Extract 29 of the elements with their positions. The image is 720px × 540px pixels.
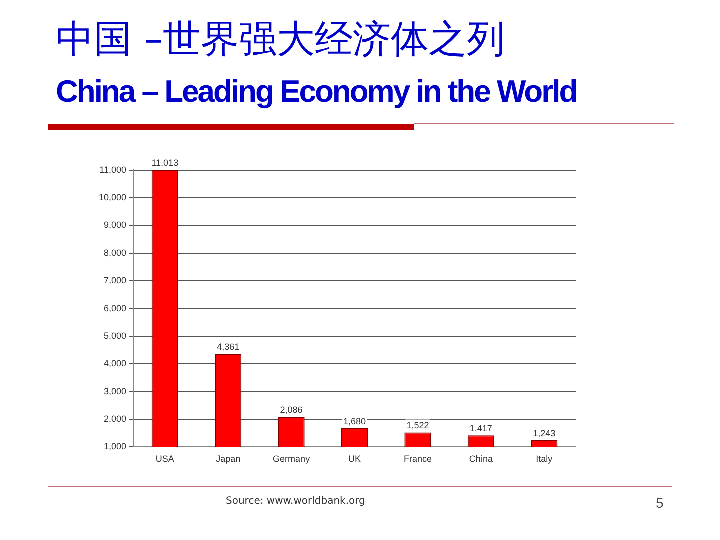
data-label: 1,417 xyxy=(470,424,492,434)
data-label: 11,013 xyxy=(152,158,179,168)
y-tick-label: 2,000 xyxy=(104,414,127,424)
y-tick-label: 3,000 xyxy=(104,386,127,396)
y-tick-label: 1,000 xyxy=(104,442,127,452)
y-tick-label: 9,000 xyxy=(104,220,127,230)
data-label: 2,086 xyxy=(280,405,303,416)
x-tick-label: UK xyxy=(348,454,362,464)
source-note: Source: www.worldbank.org xyxy=(226,496,366,507)
y-tick-label: 11,000 xyxy=(100,164,127,175)
y-tick-label: 10,000 xyxy=(98,192,127,203)
x-tick-label: France xyxy=(404,454,432,464)
y-tick-label: 6,000 xyxy=(104,303,127,314)
y-tick-label: 7,000 xyxy=(104,276,127,286)
text: 5 xyxy=(656,495,664,511)
x-tick-label: China xyxy=(469,454,493,464)
x-tick-label: Japan xyxy=(216,454,241,464)
y-tick-label: 5,000 xyxy=(104,330,127,341)
data-label: 1,680 xyxy=(344,416,366,426)
x-tick-label: Germany xyxy=(273,454,311,464)
data-label: 1,243 xyxy=(533,428,556,438)
y-tick-label: 8,000 xyxy=(104,248,127,258)
chart-subtitle: China – Leading Economy in the World xyxy=(56,74,577,110)
x-tick-label: USA xyxy=(156,454,174,464)
x-tick-label: Italy xyxy=(536,454,554,464)
chart-title: 中国 –世界强大经济体之列 xyxy=(56,16,506,63)
y-tick-label: 4,000 xyxy=(104,358,127,369)
data-label: 4,361 xyxy=(217,342,240,352)
data-label: 1,522 xyxy=(406,420,430,431)
